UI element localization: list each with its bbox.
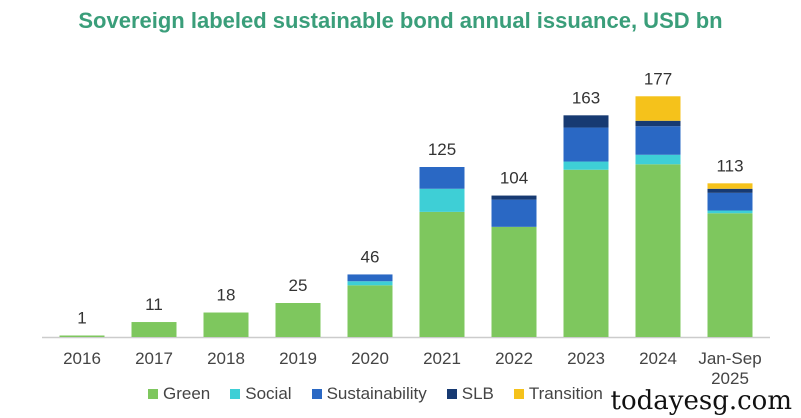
legend-swatch — [148, 389, 158, 399]
bar-segment-green-7 — [563, 169, 609, 337]
legend-label: Social — [245, 384, 292, 403]
legend-label: Sustainability — [326, 384, 427, 403]
data-label-total: 163 — [572, 88, 600, 107]
bar-segment-transition-9 — [707, 183, 753, 189]
data-label-total: 18 — [217, 286, 236, 305]
legend-swatch — [446, 389, 457, 399]
data-label-total: 125 — [428, 140, 456, 159]
data-label-total: 104 — [500, 169, 528, 188]
x-tick-label: 2018 — [207, 349, 245, 368]
legend-label: Green — [163, 384, 211, 403]
legend: Green Social Sustainability SLB Transition — [148, 384, 603, 404]
x-tick-label: 2024 — [639, 349, 677, 368]
legend-label: Transition — [528, 384, 603, 403]
legend-item-transition: Transition — [513, 384, 603, 404]
bar-segment-green-6 — [491, 226, 537, 337]
data-label-total: 11 — [145, 295, 163, 314]
data-label-total: 25 — [289, 276, 308, 295]
legend-item-green: Green — [148, 384, 210, 404]
legend-item-sustainability: Sustainability — [311, 384, 427, 404]
x-tick-label: 2017 — [135, 349, 173, 368]
bar-segment-slb-8 — [635, 120, 681, 127]
watermark: todayesg.com — [607, 386, 795, 416]
legend-item-slb: SLB — [446, 384, 494, 404]
bar-segment-green-8 — [635, 164, 681, 337]
x-tick-label: 2019 — [279, 349, 317, 368]
x-tick-label: 2016 — [63, 349, 101, 368]
bar-segment-green-1 — [131, 322, 177, 337]
bar-segment-transition-8 — [635, 96, 681, 121]
bar-segment-slb-6 — [491, 195, 537, 200]
legend-item-social: Social — [230, 384, 292, 404]
bar-segment-social-9 — [707, 210, 753, 214]
bar-segment-green-5 — [419, 211, 465, 337]
bar-segment-sustainability-4 — [347, 274, 393, 282]
bar-segment-green-3 — [275, 303, 321, 337]
bar-segment-sustainability-6 — [491, 199, 537, 227]
x-tick-label: 2020 — [351, 349, 389, 368]
bar-segment-green-0 — [59, 335, 105, 337]
bar-segment-sustainability-5 — [419, 167, 465, 189]
legend-swatch — [230, 389, 241, 399]
data-label-total: 1 — [77, 309, 86, 328]
x-tick-label: 2023 — [567, 349, 605, 368]
bar-segment-sustainability-8 — [635, 126, 681, 155]
bar-segment-green-9 — [707, 213, 753, 337]
legend-label: SLB — [461, 384, 494, 403]
data-label-total: 113 — [716, 156, 743, 175]
data-label-total: 177 — [644, 69, 672, 88]
bar-segment-slb-9 — [707, 188, 753, 193]
bar-segment-social-5 — [419, 188, 465, 212]
bar-segment-green-2 — [203, 312, 249, 337]
bar-segment-sustainability-7 — [563, 127, 609, 162]
bar-segment-social-8 — [635, 154, 681, 165]
bar-segment-sustainability-9 — [707, 192, 753, 211]
x-tick-label: Jan-Sep 2025 — [698, 349, 761, 388]
legend-swatch — [513, 389, 524, 399]
x-tick-label: 2021 — [423, 349, 461, 368]
bar-segment-green-4 — [347, 285, 393, 337]
bar-segment-slb-7 — [563, 115, 609, 128]
chart-title: Sovereign labeled sustainable bond annua… — [78, 8, 723, 33]
data-label-total: 46 — [361, 247, 380, 266]
legend-swatch — [311, 389, 322, 399]
bar-segment-social-4 — [347, 281, 393, 286]
x-tick-label: 2022 — [495, 349, 533, 368]
bar-segment-social-7 — [563, 161, 609, 170]
